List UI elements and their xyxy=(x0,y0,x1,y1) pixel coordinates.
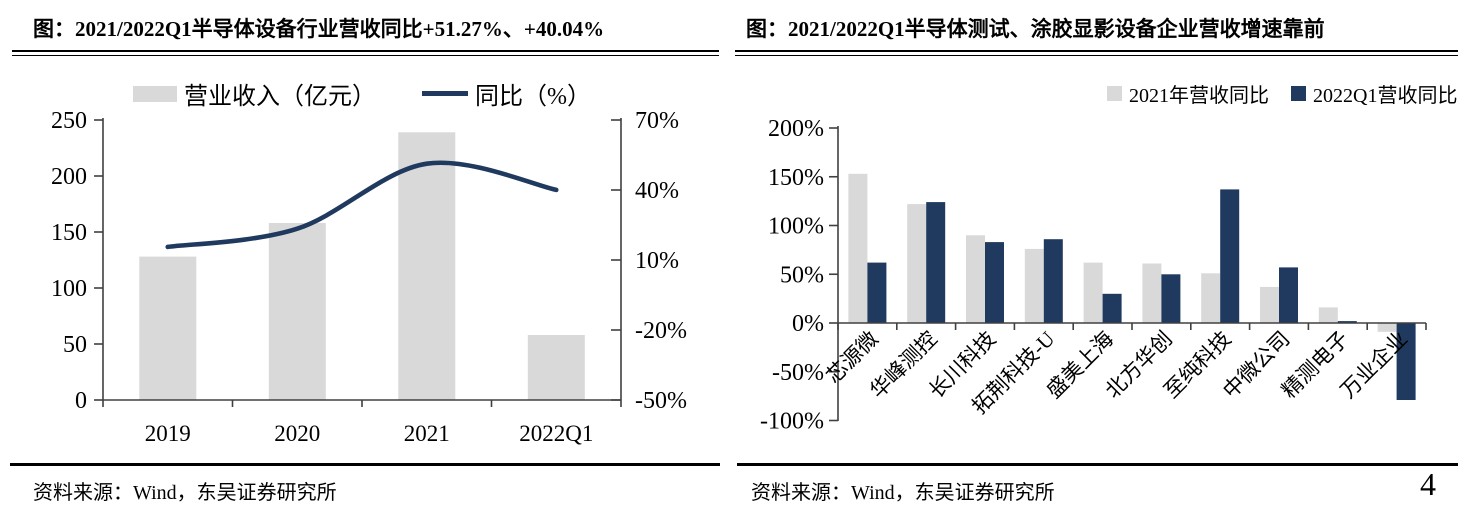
bar-2022Q1营收同比-精测电子 xyxy=(1337,321,1357,323)
revenue-bar-swatch xyxy=(133,85,177,102)
bar-2022Q1营收同比-长川科技 xyxy=(985,242,1004,323)
right-chart-legend: 2021年营收同比 2022Q1营收同比 xyxy=(1107,79,1457,108)
left-axis-tick-label: 150 xyxy=(51,220,87,246)
right-axis-tick-label: -50% xyxy=(635,388,687,414)
bar-2021年营收同比-芯源微 xyxy=(848,173,868,323)
source-note-right: 资料来源：Wind，东吴证券研究所 xyxy=(751,482,1055,504)
bar-2021年营收同比-长川科技 xyxy=(966,235,985,324)
bar-2022Q1营收同比-拓荆科技-U xyxy=(1043,239,1063,323)
bar-2022Q1营收同比-芯源微 xyxy=(867,262,887,323)
revenue-bar-2022Q1 xyxy=(527,335,585,400)
y-axis-tick-label: 100% xyxy=(768,214,824,240)
y-axis-tick-label: 50% xyxy=(780,262,824,288)
bar-2022Q1营收同比-北方华创 xyxy=(1161,274,1181,324)
right-chart-panel: 图：2021/2022Q1半导体测试、涂胶显影设备企业营收增速靠前 2021年营… xyxy=(731,0,1462,506)
bar-2022Q1营收同比-中微公司 xyxy=(1279,267,1298,323)
legend-item-yoy: 同比（%） xyxy=(422,76,591,111)
legend-item-2021: 2021年营收同比 xyxy=(1107,79,1269,108)
title-rule xyxy=(735,50,1458,56)
bar-2022Q1营收同比-盛美上海 xyxy=(1102,293,1122,324)
y-axis-tick-label: -100% xyxy=(760,409,824,435)
bar-2022Q1营收同比-至纯科技 xyxy=(1220,189,1240,323)
y-axis-tick-label: 0% xyxy=(792,311,824,337)
left-chart-title: 图：2021/2022Q1半导体设备行业营收同比+51.27%、+40.04% xyxy=(33,17,605,41)
legend-label-2022q1: 2022Q1营收同比 xyxy=(1313,85,1458,107)
industry-revenue-chart: 0 50 100 150 200 250 -50% -20% 10% 40% 70% 2019 2020… xyxy=(51,108,687,446)
legend-swatch-2022q1 xyxy=(1291,86,1306,101)
company-growth-chart: -100%-50%0%50%100%150%200%芯源微华峰测控长川科技拓荆科… xyxy=(760,116,1427,435)
bar-2021年营收同比-中微公司 xyxy=(1260,286,1279,323)
left-axis-tick-label: 200 xyxy=(51,164,87,190)
revenue-bar-2019 xyxy=(139,256,197,400)
bar-2022Q1营收同比-华峰测控 xyxy=(926,202,946,323)
category-label-2021: 2021 xyxy=(404,421,450,446)
y-axis-tick-label: 200% xyxy=(768,116,824,142)
bar-2021年营收同比-精测电子 xyxy=(1318,307,1338,323)
bar-2022Q1营收同比-万业企业 xyxy=(1396,323,1416,400)
legend-label-revenue: 营业收入（亿元） xyxy=(184,84,376,110)
left-axis-tick-label: 250 xyxy=(51,108,87,134)
page-number: 4 xyxy=(1420,466,1436,502)
bar-2021年营收同比-至纯科技 xyxy=(1201,273,1221,323)
revenue-bar-2020 xyxy=(268,223,326,400)
bar-2021年营收同比-盛美上海 xyxy=(1083,262,1103,323)
y-axis-tick-label: 150% xyxy=(768,165,824,191)
footer-rule xyxy=(10,463,720,466)
legend-label-yoy: 同比（%） xyxy=(475,84,591,110)
legend-item-revenue: 营业收入（亿元） xyxy=(133,76,376,111)
y-axis-tick-label: -50% xyxy=(772,360,824,386)
bar-2021年营收同比-拓荆科技-U xyxy=(1024,248,1044,323)
left-axis-tick-label: 0 xyxy=(75,388,87,414)
source-note-left: 资料来源：Wind，东吴证券研究所 xyxy=(33,482,337,504)
left-chart-legend: 营业收入（亿元） 同比（%） xyxy=(103,76,621,111)
category-label-2022Q1: 2022Q1 xyxy=(519,421,593,446)
bar-2021年营收同比-北方华创 xyxy=(1142,263,1162,323)
right-axis-tick-label: 70% xyxy=(635,108,679,134)
yoy-line-series xyxy=(165,160,559,250)
left-axis-tick-label: 100 xyxy=(51,276,87,302)
right-axis-tick-label: -20% xyxy=(635,318,687,344)
right-axis-tick-label: 10% xyxy=(635,248,679,274)
revenue-bar-2021 xyxy=(398,132,456,401)
title-rule xyxy=(12,50,719,56)
legend-label-2021: 2021年营收同比 xyxy=(1129,85,1269,107)
bar-2021年营收同比-万业企业 xyxy=(1377,323,1397,332)
left-axis-tick-label: 50 xyxy=(63,332,87,358)
legend-item-2022q1: 2022Q1营收同比 xyxy=(1291,79,1457,108)
footer-rule xyxy=(737,463,1458,466)
legend-swatch-2021 xyxy=(1107,86,1122,101)
left-chart-panel: 图：2021/2022Q1半导体设备行业营收同比+51.27%、+40.04% … xyxy=(10,17,720,504)
bar-2021年营收同比-华峰测控 xyxy=(907,204,927,323)
right-chart-title: 图：2021/2022Q1半导体测试、涂胶显影设备企业营收增速靠前 xyxy=(746,17,1325,41)
category-label-2020: 2020 xyxy=(274,421,320,446)
category-label-2019: 2019 xyxy=(145,421,191,446)
yoy-line-swatch xyxy=(422,91,468,96)
right-axis-tick-label: 40% xyxy=(635,178,679,204)
